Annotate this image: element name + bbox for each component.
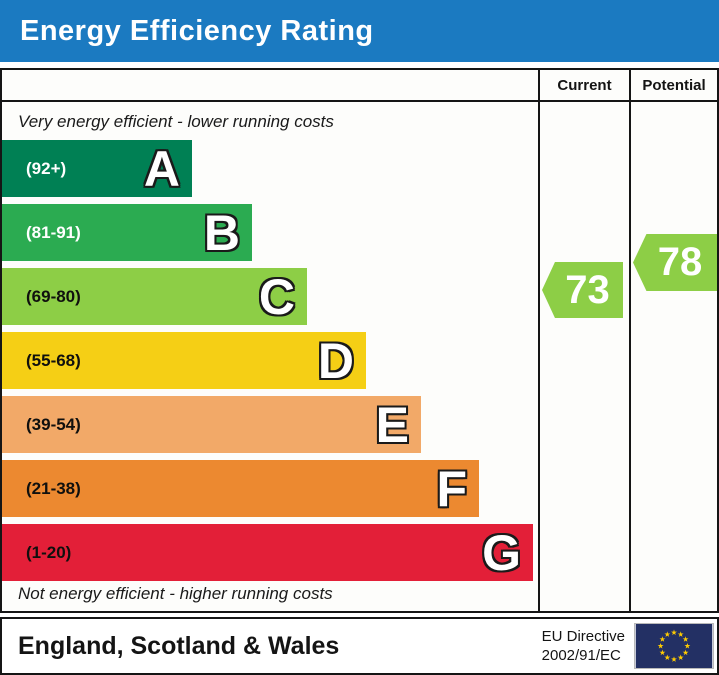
current-rating-arrow: 73 [542,262,623,318]
band-range-label: (55-68) [26,350,81,370]
rating-table: Current Potential Very energy efficient … [0,68,719,613]
band-letter: C [258,268,295,325]
bottom-efficiency-label: Not energy efficient - higher running co… [18,584,333,603]
band-range-label: (69-80) [26,286,81,306]
band-letter: F [436,460,467,517]
column-header-potential: Potential [629,70,717,102]
band-range-label: (1-20) [26,542,72,562]
band-bar: (39-54) E [2,396,421,453]
band-range-label: (39-54) [26,414,81,434]
band-letter: D [317,332,354,389]
band-bar: (21-38) F [2,460,479,517]
band-letter: B [203,204,240,261]
band-chart: Very energy efficient - lower running co… [2,102,540,611]
band-letter: G [482,524,521,581]
top-efficiency-label: Very energy efficient - lower running co… [18,112,334,131]
current-rating-value: 73 [565,267,610,312]
eu-directive-label: EU Directive 2002/91/EC [542,627,625,666]
current-column: 73 [540,102,629,611]
potential-rating-arrow: 78 [633,234,717,291]
band-bar: (1-20) G [2,524,533,581]
column-header-current: Current [540,70,629,102]
band-range-label: (21-38) [26,478,81,498]
eu-flag-icon [634,623,714,669]
header: Energy Efficiency Rating [0,0,719,62]
band-range-label: (92+) [26,158,67,178]
potential-rating-value: 78 [657,240,703,284]
band-bar: (69-80) C [2,268,307,325]
page-title: Energy Efficiency Rating [20,14,374,47]
potential-column: 78 [629,102,717,611]
eu-directive-line1: EU Directive [541,627,625,645]
band-bar: (55-68) D [2,332,366,389]
band-range-label: (81-91) [26,222,81,242]
band-list: (92+) A (81-91) B (69-80) C (55-68) D (3… [2,140,538,581]
eu-directive-line2: 2002/91/EC [541,647,621,664]
table-corner-cell [2,70,540,102]
footer: England, Scotland & Wales EU Directive 2… [0,617,719,675]
band-bar: (81-91) B [2,204,252,261]
band-letter: E [375,396,409,453]
band-bar: (92+) A [2,140,192,197]
band-letter: A [143,140,180,197]
region-label: England, Scotland & Wales [18,631,340,660]
